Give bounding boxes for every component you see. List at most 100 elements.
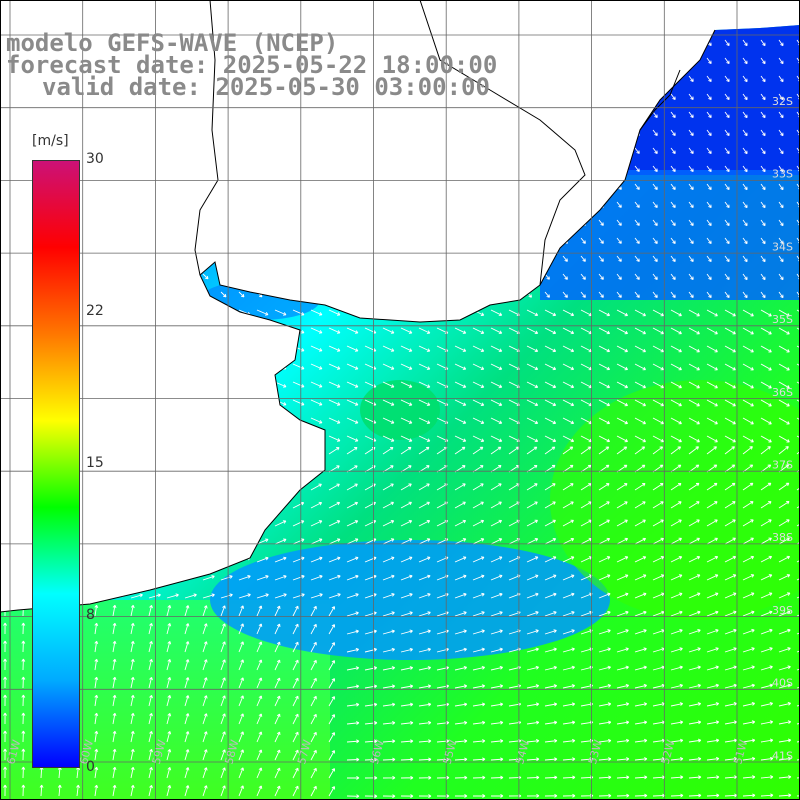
wind-arrow [220,575,233,581]
wind-arrow [22,165,29,171]
wind-arrow [328,417,341,424]
wind-arrow [544,399,557,407]
wind-arrow [148,658,153,671]
wind-arrow [148,575,161,581]
wind-arrow [382,417,395,424]
wind-arrow [742,519,754,527]
wind-arrow [598,363,611,371]
wind-arrow [724,537,736,545]
wind-arrow [580,111,586,118]
wind-arrow [490,775,504,780]
wind-arrow [526,345,539,353]
wind-arrow [670,327,682,335]
wind-arrow [472,501,484,509]
wind-arrow [292,255,299,262]
wind-arrow [796,500,800,509]
wind-arrow [598,501,610,509]
wind-arrow [670,381,682,389]
wind-arrow [598,556,611,563]
wind-arrow [760,555,773,563]
wind-arrow [256,574,269,581]
wind-arrow [292,147,299,154]
wind-arrow [184,556,197,563]
wind-arrow [256,129,263,136]
wind-arrow [94,604,99,617]
wind-arrow [3,766,8,779]
wind-arrow [706,628,719,635]
wind-arrow [274,767,281,779]
wind-arrow [688,111,694,119]
wind-arrow [382,574,395,581]
wind-arrow [508,111,514,118]
wind-arrow [4,435,17,442]
wind-arrow [21,640,26,653]
longitude-label: 55W [441,738,460,766]
wind-arrow [688,683,701,689]
wind-arrow [472,165,479,172]
wind-arrow [634,75,640,82]
wind-arrow [526,273,532,280]
wind-arrow [130,556,143,563]
wind-arrow [310,767,317,779]
wind-arrow [130,129,137,136]
wind-arrow [184,345,197,352]
wind-arrow [706,574,719,581]
wind-arrow [778,756,792,761]
wind-arrow [616,363,629,371]
wind-arrow [3,730,8,743]
wind-arrow [202,520,215,527]
wind-arrow [184,731,190,743]
wind-arrow [562,93,568,100]
wind-arrow [346,165,353,172]
wind-arrow [472,147,479,154]
wind-arrow [256,165,263,172]
wind-arrow [166,483,179,491]
wind-arrow [508,183,514,190]
wind-arrow [346,702,360,707]
wind-arrow [742,756,756,761]
wind-arrow [274,309,287,316]
wind-arrow [274,749,281,761]
wind-arrow [472,435,485,442]
wind-arrow [472,219,479,226]
wind-arrow [148,363,161,370]
wind-arrow [706,111,712,119]
wind-arrow [454,702,468,707]
wind-arrow [256,767,263,779]
wind-arrow [400,111,407,118]
wind-arrow [490,237,497,244]
wind-arrow [310,327,323,334]
wind-arrow [400,219,407,226]
wind-arrow [238,183,245,190]
wind-arrow [94,291,101,298]
wind-arrow [346,345,359,352]
wind-arrow [76,129,83,136]
wind-arrow [202,623,208,635]
wind-arrow [112,165,119,172]
wind-arrow [22,201,29,207]
wind-arrow [274,677,281,689]
wind-arrow [526,574,539,581]
wind-arrow [508,129,514,136]
longitude-label: 59W [150,738,169,766]
wind-arrow [400,345,413,352]
wind-arrow [778,75,784,83]
wind-arrow [562,399,575,407]
wind-arrow [328,714,335,725]
wind-arrow [130,640,135,653]
wind-arrow [346,647,359,653]
latitude-label: 39S [772,604,793,617]
forecast-date: forecast date: 2025-05-22 18:00:00 [6,51,498,79]
wind-arrow [490,345,503,352]
wind-arrow [778,519,790,527]
wind-arrow [4,575,17,581]
wind-arrow [184,538,197,545]
wind-arrow [274,605,281,617]
wind-arrow [3,640,8,653]
wind-arrow [21,748,26,761]
wind-arrow [724,482,736,491]
wind-arrow [562,39,568,46]
wind-arrow [598,720,612,725]
wind-arrow [94,748,99,761]
wind-arrow [130,604,135,617]
